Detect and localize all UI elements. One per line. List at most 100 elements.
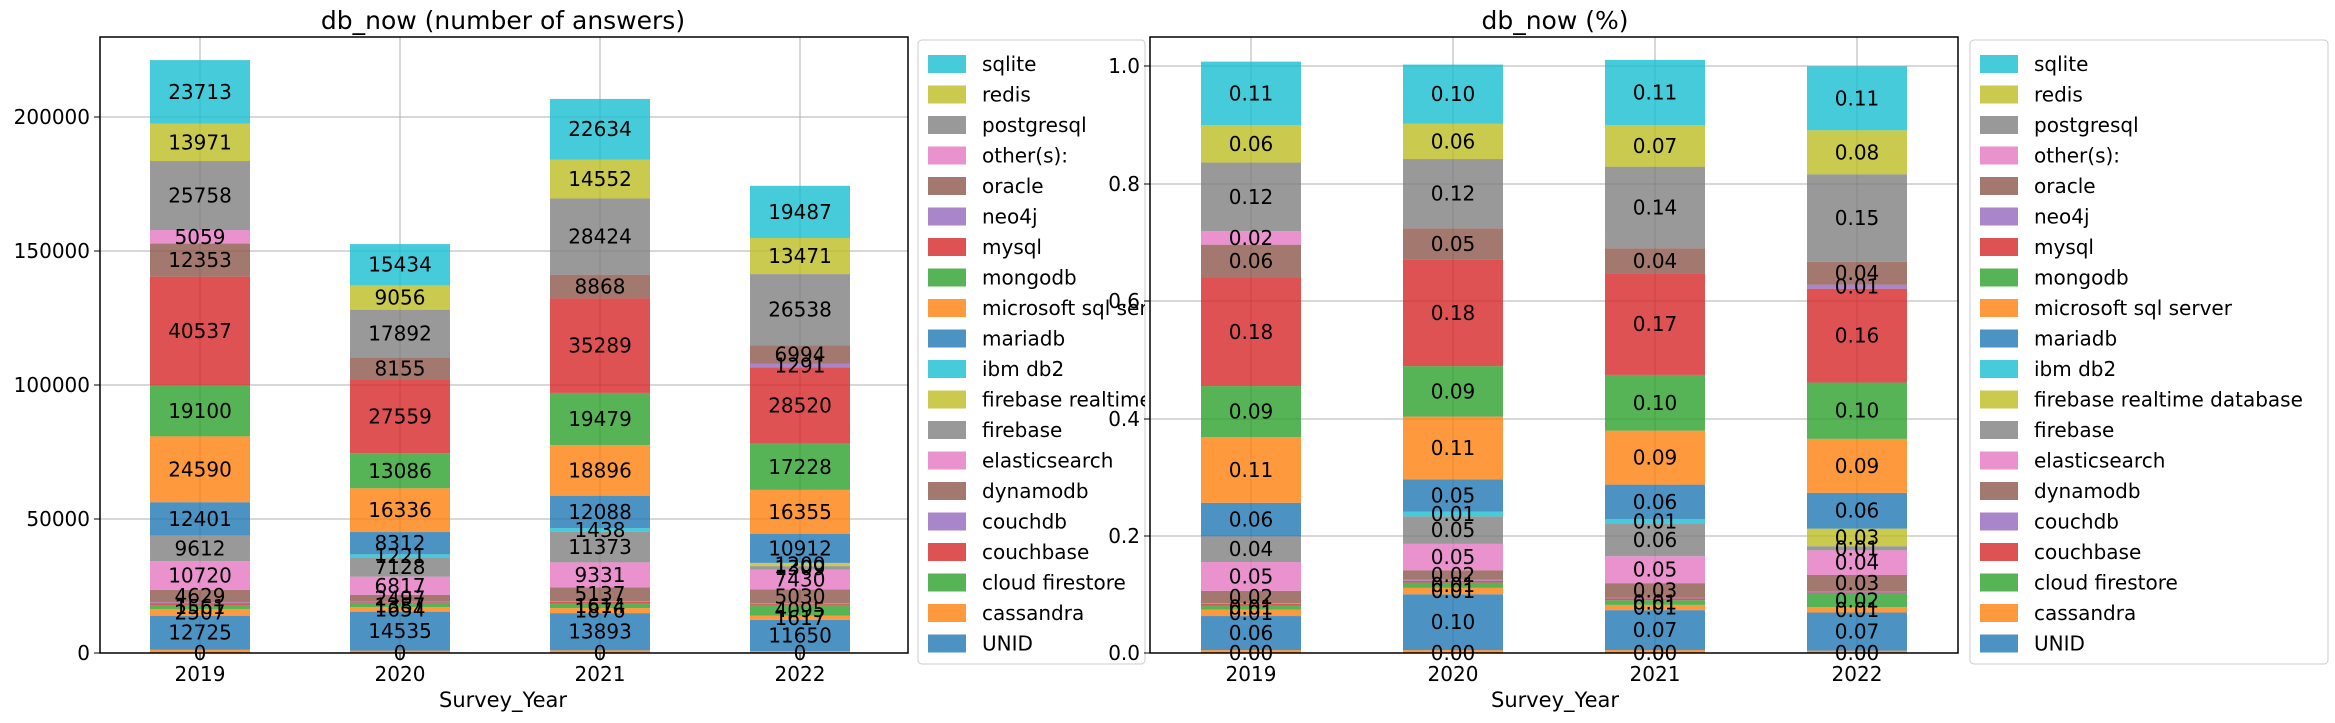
bar-segment [1201, 162, 1301, 232]
bar-value-label: 0.05 [1229, 564, 1274, 588]
bar-value-label: 14552 [568, 167, 632, 191]
legend-swatch [1980, 543, 2018, 561]
bar-value-label: 0.10 [1633, 391, 1678, 415]
legend-swatch [928, 177, 966, 195]
bar-segment [1605, 523, 1705, 557]
legend-swatch [1980, 512, 2018, 531]
bar-segment [1403, 580, 1503, 583]
left-y-ticks: 0 50000 100000 150000 200000 [14, 105, 100, 665]
bar-value-label: 0.02 [1431, 563, 1476, 587]
legend-swatch [1980, 421, 2018, 439]
bar-value-label: 0.12 [1229, 185, 1274, 209]
bar-segment [750, 603, 850, 604]
legend-swatch [1980, 55, 2018, 73]
legend-swatch [928, 482, 966, 500]
legend-label: mongodb [982, 266, 1077, 290]
bar-segment [1403, 366, 1503, 417]
legend-label: elasticsearch [2034, 449, 2165, 473]
bar-segment [150, 502, 250, 536]
left-xtick-label: 2022 [775, 662, 826, 686]
bar-value-label: 5137 [575, 582, 626, 606]
bar-value-label: 0.05 [1431, 232, 1476, 256]
legend-label: postgresql [2034, 113, 2139, 137]
bar-value-label: 0.02 [1229, 585, 1274, 609]
bar-segment [1201, 609, 1301, 617]
bar-segment [1807, 382, 1907, 439]
bar-value-label: 0.04 [1835, 261, 1880, 285]
bar-value-label: 0.07 [1835, 620, 1880, 644]
left-ytick-label: 150000 [14, 239, 90, 263]
bar-value-label: 1221 [375, 544, 426, 568]
bar-value-label: 4095 [775, 598, 826, 622]
bar-segment [550, 445, 650, 496]
bar-value-label: 0.06 [1431, 129, 1476, 153]
bar-segment [1403, 516, 1503, 544]
bar-segment [1605, 166, 1705, 249]
bar-segment [350, 602, 450, 604]
bar-segment [1201, 125, 1301, 163]
bar-value-label: 0.01 [1431, 579, 1476, 603]
right-ytick-label: 0.8 [1108, 172, 1140, 196]
bar-value-label: 0.02 [1229, 226, 1274, 250]
legend-label: couchdb [982, 510, 1067, 534]
bar-segment [1605, 583, 1705, 598]
bar-value-label: 0.10 [1431, 82, 1476, 106]
bar-segment [1403, 570, 1503, 580]
bar-value-label: 8155 [375, 357, 426, 381]
bar-value-label: 0.17 [1633, 312, 1678, 336]
bar-value-label: 16336 [368, 498, 432, 522]
bar-value-label: 9331 [575, 563, 626, 587]
bar-segment [1807, 591, 1907, 593]
bar-value-label: 0.04 [1633, 249, 1678, 273]
legend-swatch [928, 634, 966, 653]
left-legend-frame [917, 39, 1146, 665]
bar-segment [750, 604, 850, 616]
bar-segment [150, 60, 250, 124]
bar-segment [350, 309, 450, 358]
legend-swatch [1980, 573, 2018, 592]
right-axes-frame [1149, 36, 1959, 654]
bar-value-label: 28424 [568, 225, 632, 249]
legend-label: other(s): [982, 144, 1068, 168]
bar-segment [1605, 519, 1705, 524]
legend-swatch [928, 604, 966, 622]
bar-segment [1403, 159, 1503, 229]
bar-value-label: 0.10 [1431, 610, 1476, 634]
bar-segment [1807, 284, 1907, 289]
bar-segment [750, 615, 850, 620]
legend-label: neo4j [982, 205, 1038, 229]
legend-swatch [1980, 390, 2018, 409]
bar-value-label: 0.01 [1835, 275, 1880, 299]
bar-segment [1807, 438, 1907, 493]
right-ytick-label: 1.0 [1108, 54, 1140, 78]
bar-segment [350, 285, 450, 310]
bar-segment [1605, 59, 1705, 125]
right-xtick-label: 2020 [1428, 662, 1479, 686]
right-ytick-label: 0.6 [1108, 289, 1140, 313]
right-x-axis-label: Survey_Year [1491, 688, 1619, 713]
right-ytick-label: 0.4 [1108, 407, 1140, 431]
bar-segment [350, 453, 450, 489]
bar-value-label: 5030 [775, 584, 826, 608]
bar-segment [1605, 430, 1705, 485]
bar-value-label: 26538 [768, 298, 832, 322]
bar-segment [150, 385, 250, 437]
bar-segment [350, 607, 450, 612]
bar-segment [1201, 590, 1301, 604]
bar-segment [1807, 66, 1907, 131]
bar-segment [550, 562, 650, 588]
legend-swatch [928, 116, 966, 134]
bar-value-label: 0.06 [1229, 621, 1274, 645]
bar-value-label: 0.06 [1229, 249, 1274, 273]
bar-segment [350, 601, 450, 603]
bar-segment [750, 651, 850, 653]
legend-label: other(s): [2034, 144, 2120, 168]
bar-segment [1201, 650, 1301, 653]
legend-label: couchdb [2034, 510, 2119, 534]
legend-swatch [928, 512, 966, 531]
bar-segment [1807, 261, 1907, 285]
legend-label: ibm db2 [2034, 357, 2116, 381]
bar-segment [1605, 374, 1705, 431]
bar-segment [150, 276, 250, 386]
